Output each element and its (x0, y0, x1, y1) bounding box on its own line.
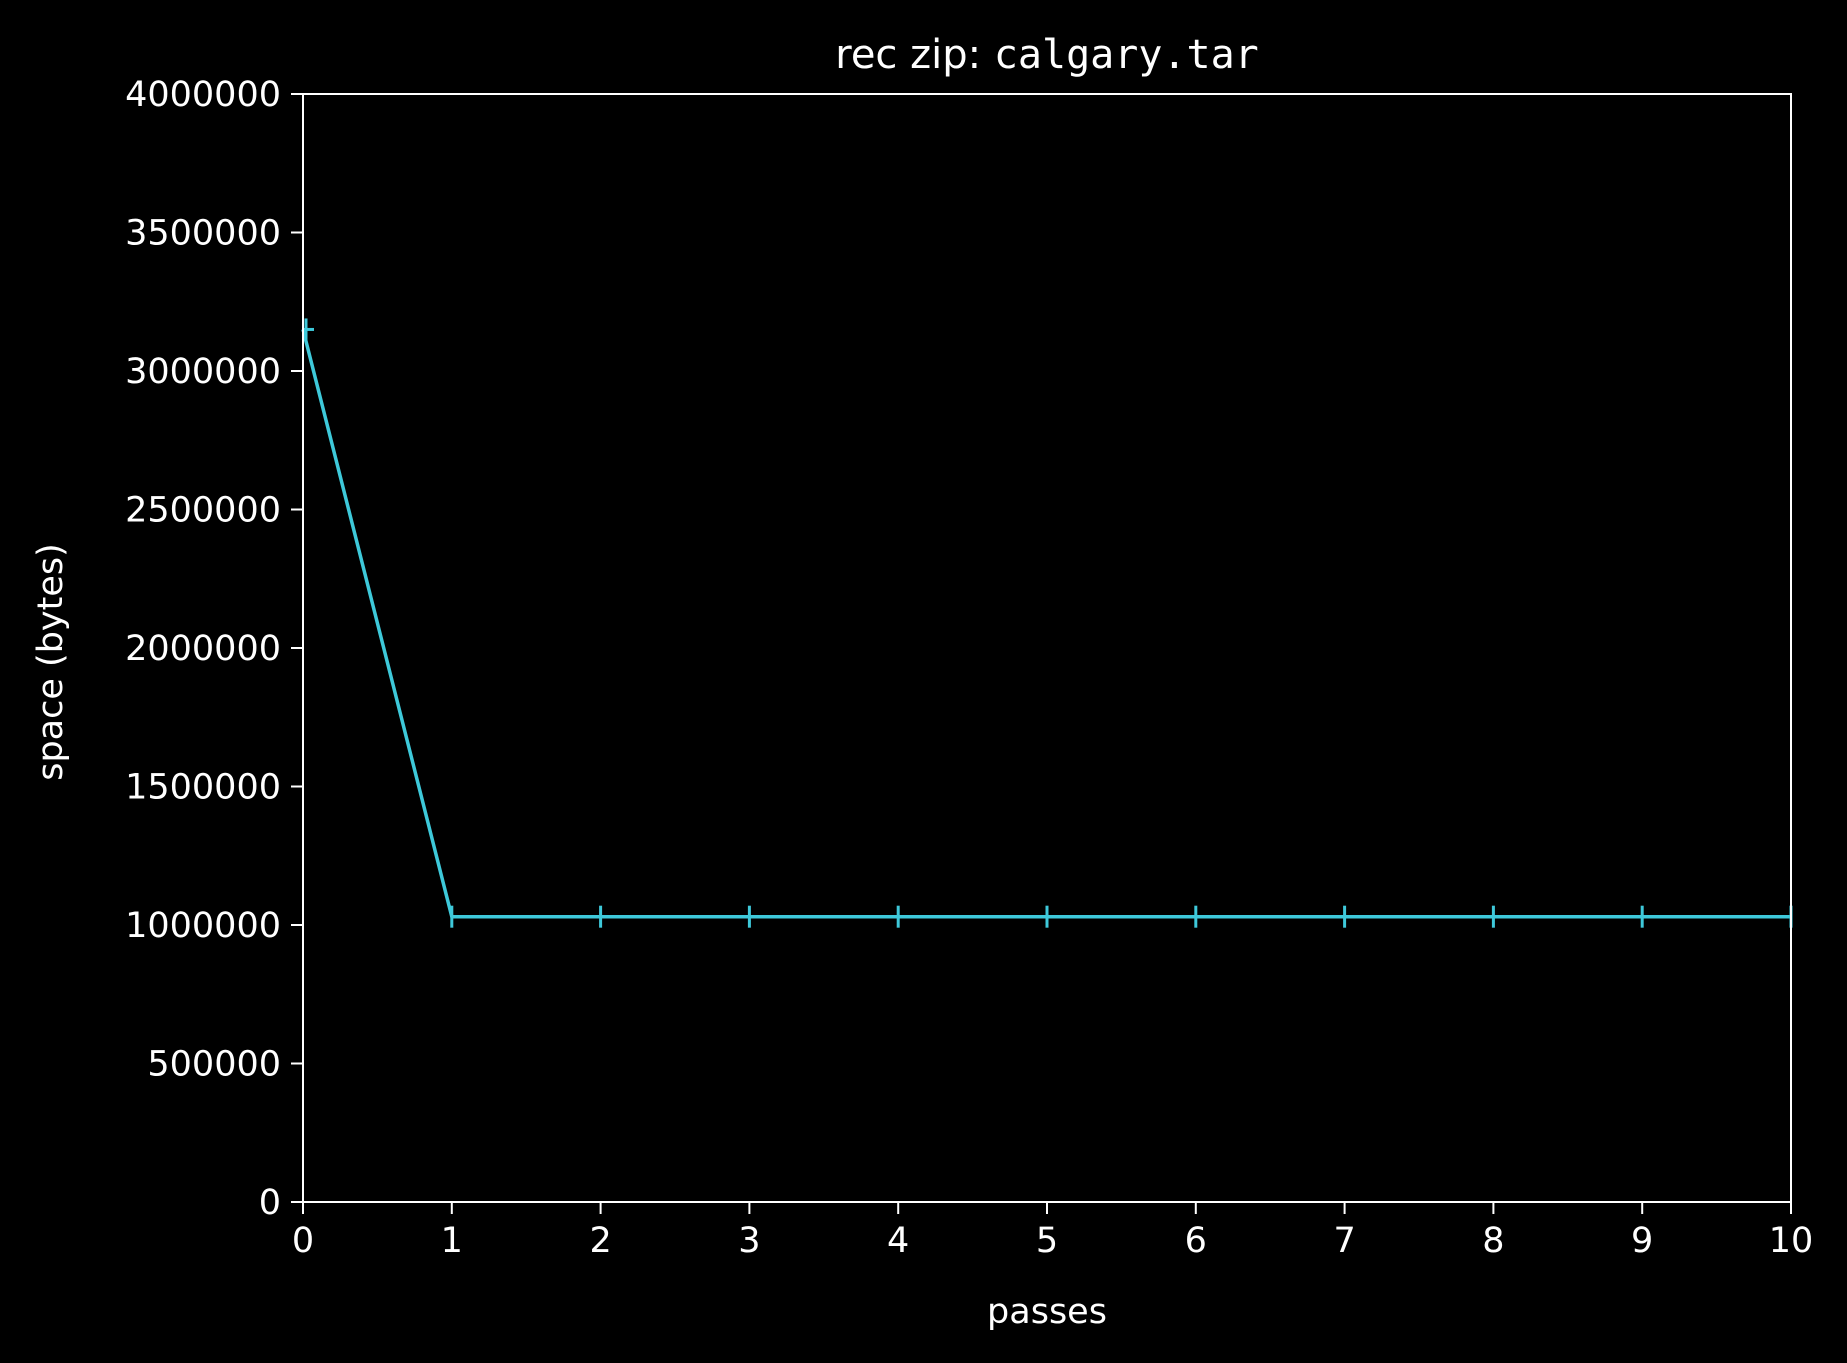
x-tick-label: 4 (887, 1221, 909, 1261)
x-tick-label: 6 (1185, 1221, 1207, 1261)
chart-title-filename: calgary.tar (994, 32, 1259, 78)
y-tick-label: 1500000 (125, 768, 281, 808)
x-tick-label: 0 (292, 1221, 314, 1261)
x-tick-label: 5 (1036, 1221, 1058, 1261)
y-tick-label: 500000 (147, 1045, 281, 1085)
x-axis: 0 1 2 3 4 5 6 7 8 9 10 (292, 1202, 1813, 1261)
chart-title: rec zip: calgary.tar (835, 32, 1258, 78)
x-tick-label: 10 (1769, 1221, 1814, 1261)
x-tick-label: 3 (738, 1221, 760, 1261)
x-tick-label: 1 (441, 1221, 463, 1261)
y-axis-title: space (bytes) (31, 543, 71, 781)
chart-title-prefix: rec zip: (835, 32, 994, 78)
y-tick-label: 2500000 (125, 491, 281, 531)
x-axis-title: passes (987, 1292, 1107, 1332)
y-tick-label: 1000000 (125, 906, 281, 946)
x-tick-label: 2 (589, 1221, 611, 1261)
y-tick-label: 3000000 (125, 352, 281, 392)
x-tick-label: 8 (1482, 1221, 1504, 1261)
y-tick-label: 4000000 (125, 75, 281, 115)
y-tick-label: 3500000 (125, 214, 281, 254)
x-tick-label: 9 (1631, 1221, 1653, 1261)
y-tick-label: 0 (259, 1183, 281, 1223)
x-tick-label: 7 (1333, 1221, 1355, 1261)
y-axis: 0 500000 1000000 1500000 2000000 2500000 30000… (125, 75, 303, 1223)
y-tick-label: 2000000 (125, 629, 281, 669)
